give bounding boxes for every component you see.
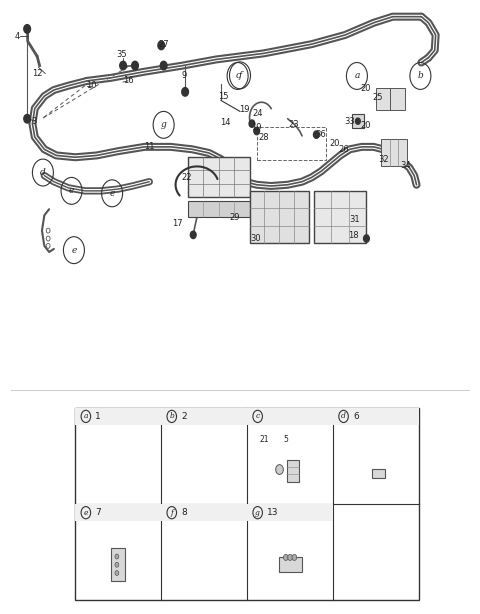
Text: 6: 6 (353, 412, 359, 421)
Text: 24: 24 (253, 109, 264, 118)
Text: 28: 28 (258, 133, 269, 142)
Text: 12: 12 (33, 69, 43, 78)
Bar (111, 548, 125, 581)
Text: 27: 27 (159, 40, 169, 49)
Circle shape (191, 231, 196, 239)
Text: 26: 26 (339, 146, 349, 154)
Text: 3: 3 (31, 117, 36, 126)
Circle shape (115, 570, 119, 575)
Circle shape (254, 127, 260, 134)
Text: 25: 25 (372, 93, 383, 102)
Text: 4: 4 (15, 32, 20, 41)
Bar (247, 504, 333, 521)
Circle shape (283, 554, 288, 561)
Circle shape (46, 236, 50, 241)
Text: b: b (169, 413, 174, 421)
Bar (161, 408, 247, 425)
Bar (188, 201, 250, 217)
Circle shape (158, 41, 165, 50)
Text: 16: 16 (123, 76, 134, 85)
Circle shape (364, 235, 369, 242)
Text: f: f (170, 508, 173, 516)
Text: 32: 32 (378, 155, 389, 163)
Circle shape (182, 88, 189, 96)
Circle shape (24, 25, 31, 33)
Text: 2: 2 (181, 412, 187, 421)
Text: 33: 33 (344, 117, 355, 126)
Text: e: e (71, 246, 77, 255)
Text: 18: 18 (348, 231, 359, 240)
Circle shape (288, 554, 292, 561)
Bar (390, 88, 405, 110)
Text: 15: 15 (218, 91, 229, 101)
Text: 22: 22 (181, 173, 192, 182)
Text: 14: 14 (220, 118, 230, 127)
Text: e: e (109, 189, 115, 198)
Text: 1: 1 (96, 412, 101, 421)
Text: 20: 20 (360, 121, 371, 130)
Text: 36: 36 (315, 130, 325, 139)
Text: 23: 23 (288, 120, 300, 130)
Text: e: e (69, 187, 74, 195)
Bar (287, 460, 300, 481)
Text: d: d (40, 168, 46, 177)
Text: 9: 9 (182, 71, 187, 80)
Circle shape (313, 131, 319, 138)
Text: 20: 20 (330, 139, 340, 148)
Text: 10: 10 (86, 81, 97, 90)
Text: g: g (255, 508, 260, 516)
Bar (333, 408, 419, 425)
Bar (247, 408, 333, 425)
Text: 34: 34 (400, 161, 411, 169)
Circle shape (115, 554, 119, 559)
Bar (75, 408, 161, 425)
Text: d: d (341, 413, 346, 421)
Text: e: e (84, 508, 88, 516)
Text: c: c (235, 71, 240, 80)
Text: g: g (161, 120, 167, 130)
Bar (314, 191, 366, 243)
Circle shape (115, 562, 119, 567)
Bar (188, 157, 250, 197)
Bar (161, 504, 247, 521)
Text: a: a (84, 413, 88, 421)
Text: 7: 7 (96, 508, 101, 517)
Bar (279, 558, 301, 572)
Circle shape (46, 228, 50, 233)
Text: c: c (255, 413, 260, 421)
Text: 8: 8 (181, 508, 187, 517)
Text: 19: 19 (239, 105, 250, 114)
Text: 19: 19 (251, 123, 262, 133)
Text: 29: 29 (229, 212, 240, 222)
Bar (250, 191, 309, 243)
Text: 5: 5 (283, 435, 288, 444)
Circle shape (292, 554, 297, 561)
Text: b: b (418, 71, 423, 80)
Circle shape (160, 61, 167, 70)
Text: a: a (354, 71, 360, 80)
Circle shape (120, 61, 126, 70)
Circle shape (356, 118, 360, 124)
Bar (372, 468, 384, 478)
Bar (75, 504, 161, 521)
Bar (352, 114, 364, 128)
Bar (381, 139, 407, 166)
Text: 21: 21 (259, 435, 269, 444)
Text: 35: 35 (116, 50, 127, 59)
Circle shape (132, 61, 138, 70)
Bar (376, 88, 390, 110)
Circle shape (46, 243, 50, 248)
Text: 13: 13 (267, 508, 279, 517)
Text: 31: 31 (350, 215, 360, 224)
Circle shape (276, 465, 283, 475)
Circle shape (24, 114, 31, 123)
Text: 20: 20 (360, 84, 371, 93)
Text: f: f (238, 71, 242, 80)
Text: 17: 17 (172, 219, 183, 228)
Text: 11: 11 (144, 142, 154, 152)
Bar (75, 408, 419, 600)
Text: 30: 30 (251, 234, 261, 243)
Circle shape (249, 120, 255, 127)
